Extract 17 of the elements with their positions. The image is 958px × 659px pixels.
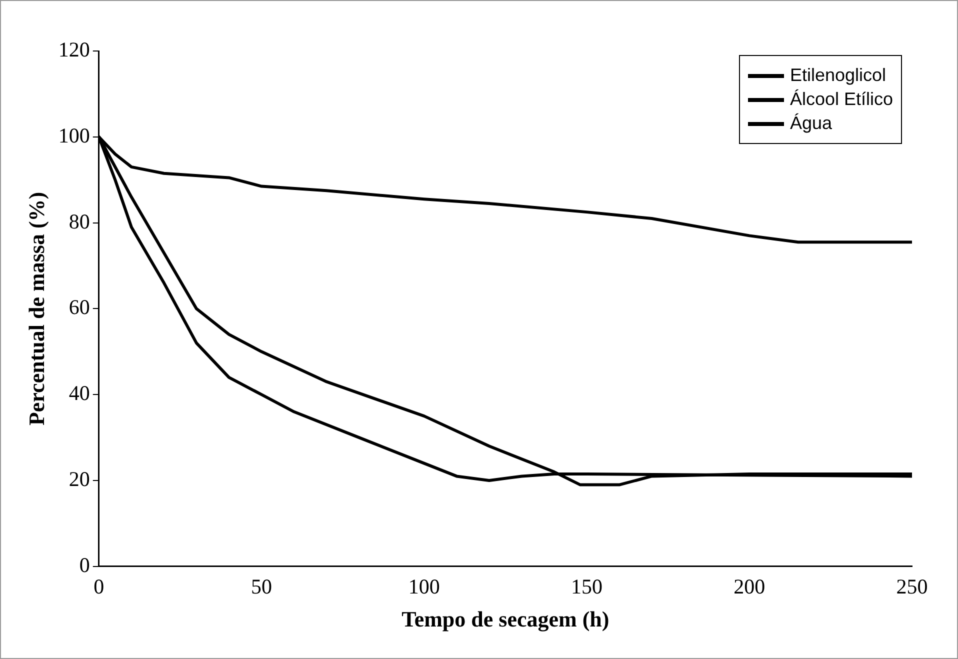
y-tick-label: 100 <box>58 123 90 148</box>
y-tick-label: 60 <box>68 295 90 320</box>
y-tick-label: 20 <box>68 467 90 492</box>
y-tick-label: 40 <box>68 381 90 406</box>
y-tick-label: 0 <box>79 552 90 577</box>
legend-label: Álcool Etílico <box>790 89 893 110</box>
y-tick-label: 120 <box>58 38 90 62</box>
legend-label: Etilenoglicol <box>790 65 886 86</box>
x-tick-label: 150 <box>571 574 603 599</box>
x-tick-label: 100 <box>408 574 440 599</box>
x-axis-title: Tempo de secagem (h) <box>402 606 610 632</box>
y-tick-label: 80 <box>68 209 90 234</box>
y-axis-title: Percentual de massa (%) <box>24 192 49 426</box>
x-tick-label: 250 <box>896 574 928 599</box>
x-tick-label: 200 <box>734 574 766 599</box>
legend-label: Água <box>790 113 832 134</box>
x-tick-label: 50 <box>251 574 272 599</box>
